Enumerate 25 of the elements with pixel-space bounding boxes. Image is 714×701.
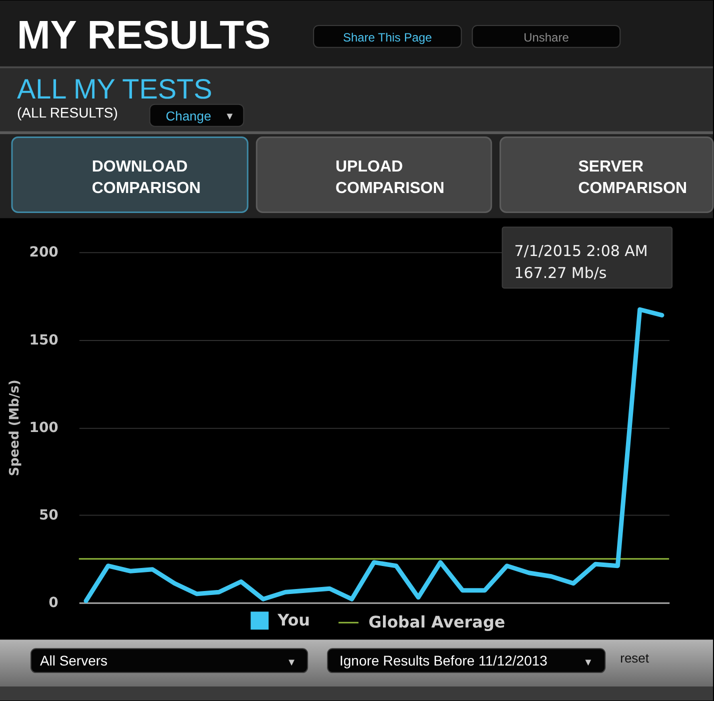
text: ▼ (583, 658, 594, 669)
text: reset (620, 650, 650, 666)
text: (ALL RESULTS) (16, 104, 118, 120)
y-axis-title: Speed (Mb/s) (7, 380, 22, 476)
y-tick-label: 100 (29, 420, 59, 436)
legend-label: Global Average (368, 612, 506, 632)
text: Change (166, 108, 212, 124)
text: DOWNLOAD COMPARISON (92, 158, 201, 198)
text: Unshare (524, 30, 570, 44)
text: UPLOAD COMPARISON (336, 158, 444, 198)
annotation: 7/1/2015 2:08 AM 167.27 Mb/s (514, 242, 648, 282)
text: ▼ (286, 658, 297, 669)
y-tick-label: 50 (38, 508, 59, 524)
y-tick-label: 200 (29, 244, 59, 261)
line-series (84, 307, 664, 604)
y-tick-label: 0 (48, 595, 59, 612)
text: Ignore Results Before 11/12/2013 (340, 652, 548, 669)
chart-subtitle: ALL MY TESTS (16, 73, 212, 104)
text: Share This Page (342, 30, 432, 44)
text: SERVER COMPARISON (578, 158, 688, 198)
chart-title: MY RESULTS (16, 13, 271, 58)
text: All Servers (40, 652, 108, 669)
legend-label: You (276, 610, 310, 630)
y-tick-label: 150 (29, 332, 59, 348)
text: ▼ (224, 111, 235, 122)
